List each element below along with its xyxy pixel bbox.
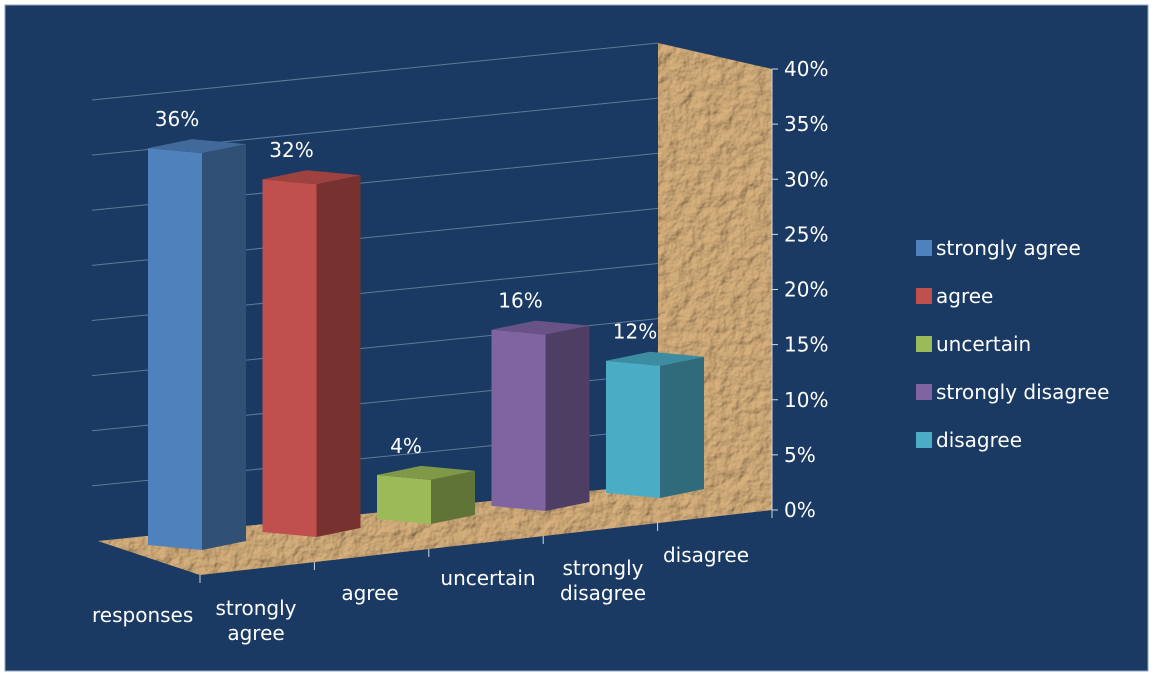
data-label: 36% [155,107,199,131]
legend-swatch [916,336,932,352]
legend-label: strongly agree [936,236,1081,260]
y-tick-label: 20% [784,278,828,302]
y-tick-label: 0% [784,498,816,522]
floor [98,484,772,575]
bar-front-face [377,474,431,524]
x-tick-label: strongly [562,556,643,580]
bar-front-face [148,148,202,550]
bar-strongly-agree [148,139,246,550]
bar-side-face [316,175,361,537]
data-labels: 36% 32% 4% 16% 12% [155,107,657,458]
gridline-8 [91,42,659,101]
bar-top-face [377,465,475,480]
legend-item: uncertain [916,332,1031,356]
legend-item: strongly agree [916,236,1081,260]
data-label: 16% [498,289,542,313]
bar-top-face [262,170,361,185]
bar-top-face [606,351,704,366]
legend: strongly agree agree uncertain strongly dis… [916,236,1109,452]
y-tick-label: 10% [784,388,828,412]
bar-agree [262,170,361,537]
legend-item: agree [916,284,993,308]
bar-side-face [202,144,246,550]
x-tick-label: strongly [215,596,296,620]
legend-swatch [916,240,932,256]
data-label: 4% [390,434,422,458]
y-tick-label: 15% [784,333,828,357]
x-tick-label: disagree [663,543,749,567]
y-tick-label: 40% [784,57,828,81]
bar-uncertain [377,465,475,524]
x-tick-label: uncertain [440,566,535,590]
legend-label: disagree [936,428,1022,452]
x-tick-label: disagree [560,581,646,605]
legend-swatch [916,432,932,448]
bar-side-face [545,325,590,511]
legend-swatch [916,288,932,304]
bar-top-face [148,139,246,154]
data-label: 12% [613,320,657,344]
bar-front-face [606,360,660,498]
bar-top-face [491,320,590,335]
bar-strongly-disagree [491,320,590,511]
data-label: 32% [269,138,313,162]
y-tick-label: 25% [784,222,828,246]
legend-item: disagree [916,428,1022,452]
bar-front-face [262,179,317,537]
x-tick-label: agree [341,581,398,605]
bar-side-face [660,356,704,498]
bars [148,139,704,550]
y-tick-label: 5% [784,443,816,467]
y-tick-label: 30% [784,167,828,191]
legend-label: agree [936,284,993,308]
y-tick-labels: 0% 5% 10% 15% 20% 25% 30% 35% 40% [784,57,828,522]
floor-texture [98,484,772,575]
y-tick-label: 35% [784,112,828,136]
bar-disagree [606,351,704,498]
bar-side-face [431,470,475,524]
legend-item: strongly disagree [916,380,1109,404]
x-axis-title: responses [92,603,193,627]
x-tick-label: agree [227,621,284,645]
legend-label: uncertain [936,332,1031,356]
bar-front-face [491,329,546,511]
legend-label: strongly disagree [936,380,1109,404]
legend-swatch [916,384,932,400]
axis-ticks [199,68,778,583]
